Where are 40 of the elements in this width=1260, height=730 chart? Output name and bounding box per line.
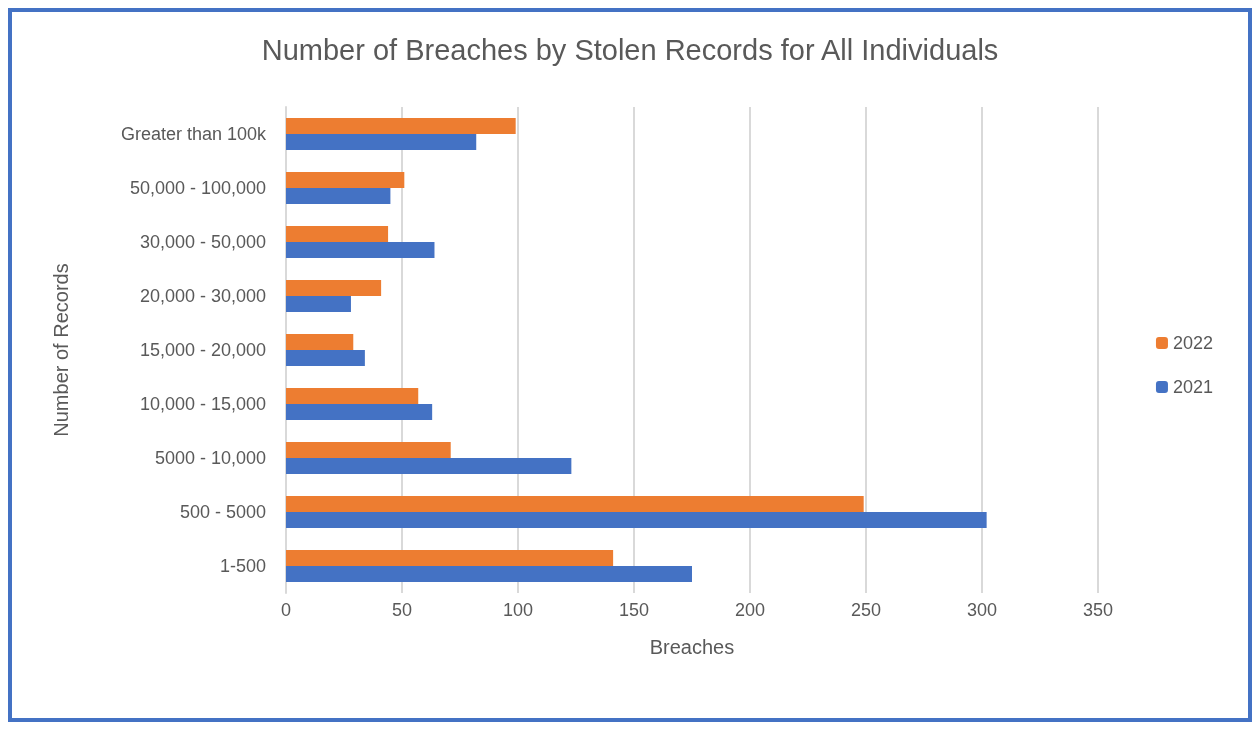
bar	[286, 566, 692, 582]
x-axis-title: Breaches	[649, 636, 735, 658]
bar	[286, 334, 354, 350]
y-tick-label: 10,000 - 15,000	[139, 394, 266, 414]
x-tick-label: 150	[618, 600, 650, 620]
chart-title: Number of Breaches by Stolen Records for All Individuals	[261, 33, 999, 66]
bar	[286, 350, 365, 366]
bar	[286, 442, 451, 458]
x-tick-label: 300	[966, 600, 998, 620]
x-tick-label: 250	[850, 600, 882, 620]
bar	[286, 496, 864, 512]
x-tick-label: 0	[280, 600, 292, 620]
y-tick-label: 1-500	[219, 556, 266, 576]
bar	[286, 296, 351, 312]
x-tick-label: 350	[1082, 600, 1114, 620]
x-tick-label: 200	[734, 600, 766, 620]
legend-label: 2022	[1172, 333, 1213, 353]
bar	[286, 242, 435, 258]
bar	[286, 280, 382, 296]
bar	[286, 172, 405, 188]
bar	[286, 134, 477, 150]
y-axis-title: Number of Records	[50, 263, 72, 437]
y-tick-label: 15,000 - 20,000	[139, 340, 266, 360]
y-tick-label: Greater than 100k	[120, 124, 267, 144]
legend-label: 2021	[1172, 377, 1213, 397]
bar	[286, 458, 572, 474]
bar	[286, 188, 391, 204]
bar	[286, 118, 516, 134]
bar	[286, 226, 389, 242]
y-tick-label: 30,000 - 50,000	[139, 232, 266, 252]
y-tick-label: 20,000 - 30,000	[139, 286, 266, 306]
bar	[286, 388, 419, 404]
bar	[286, 550, 614, 566]
x-tick-label: 100	[502, 600, 534, 620]
y-tick-label: 500 - 5000	[179, 502, 266, 522]
bar	[286, 512, 987, 528]
y-tick-label: 5000 - 10,000	[154, 448, 266, 468]
y-tick-label: 50,000 - 100,000	[129, 178, 266, 198]
x-tick-label: 50	[391, 600, 413, 620]
bar	[286, 404, 433, 420]
